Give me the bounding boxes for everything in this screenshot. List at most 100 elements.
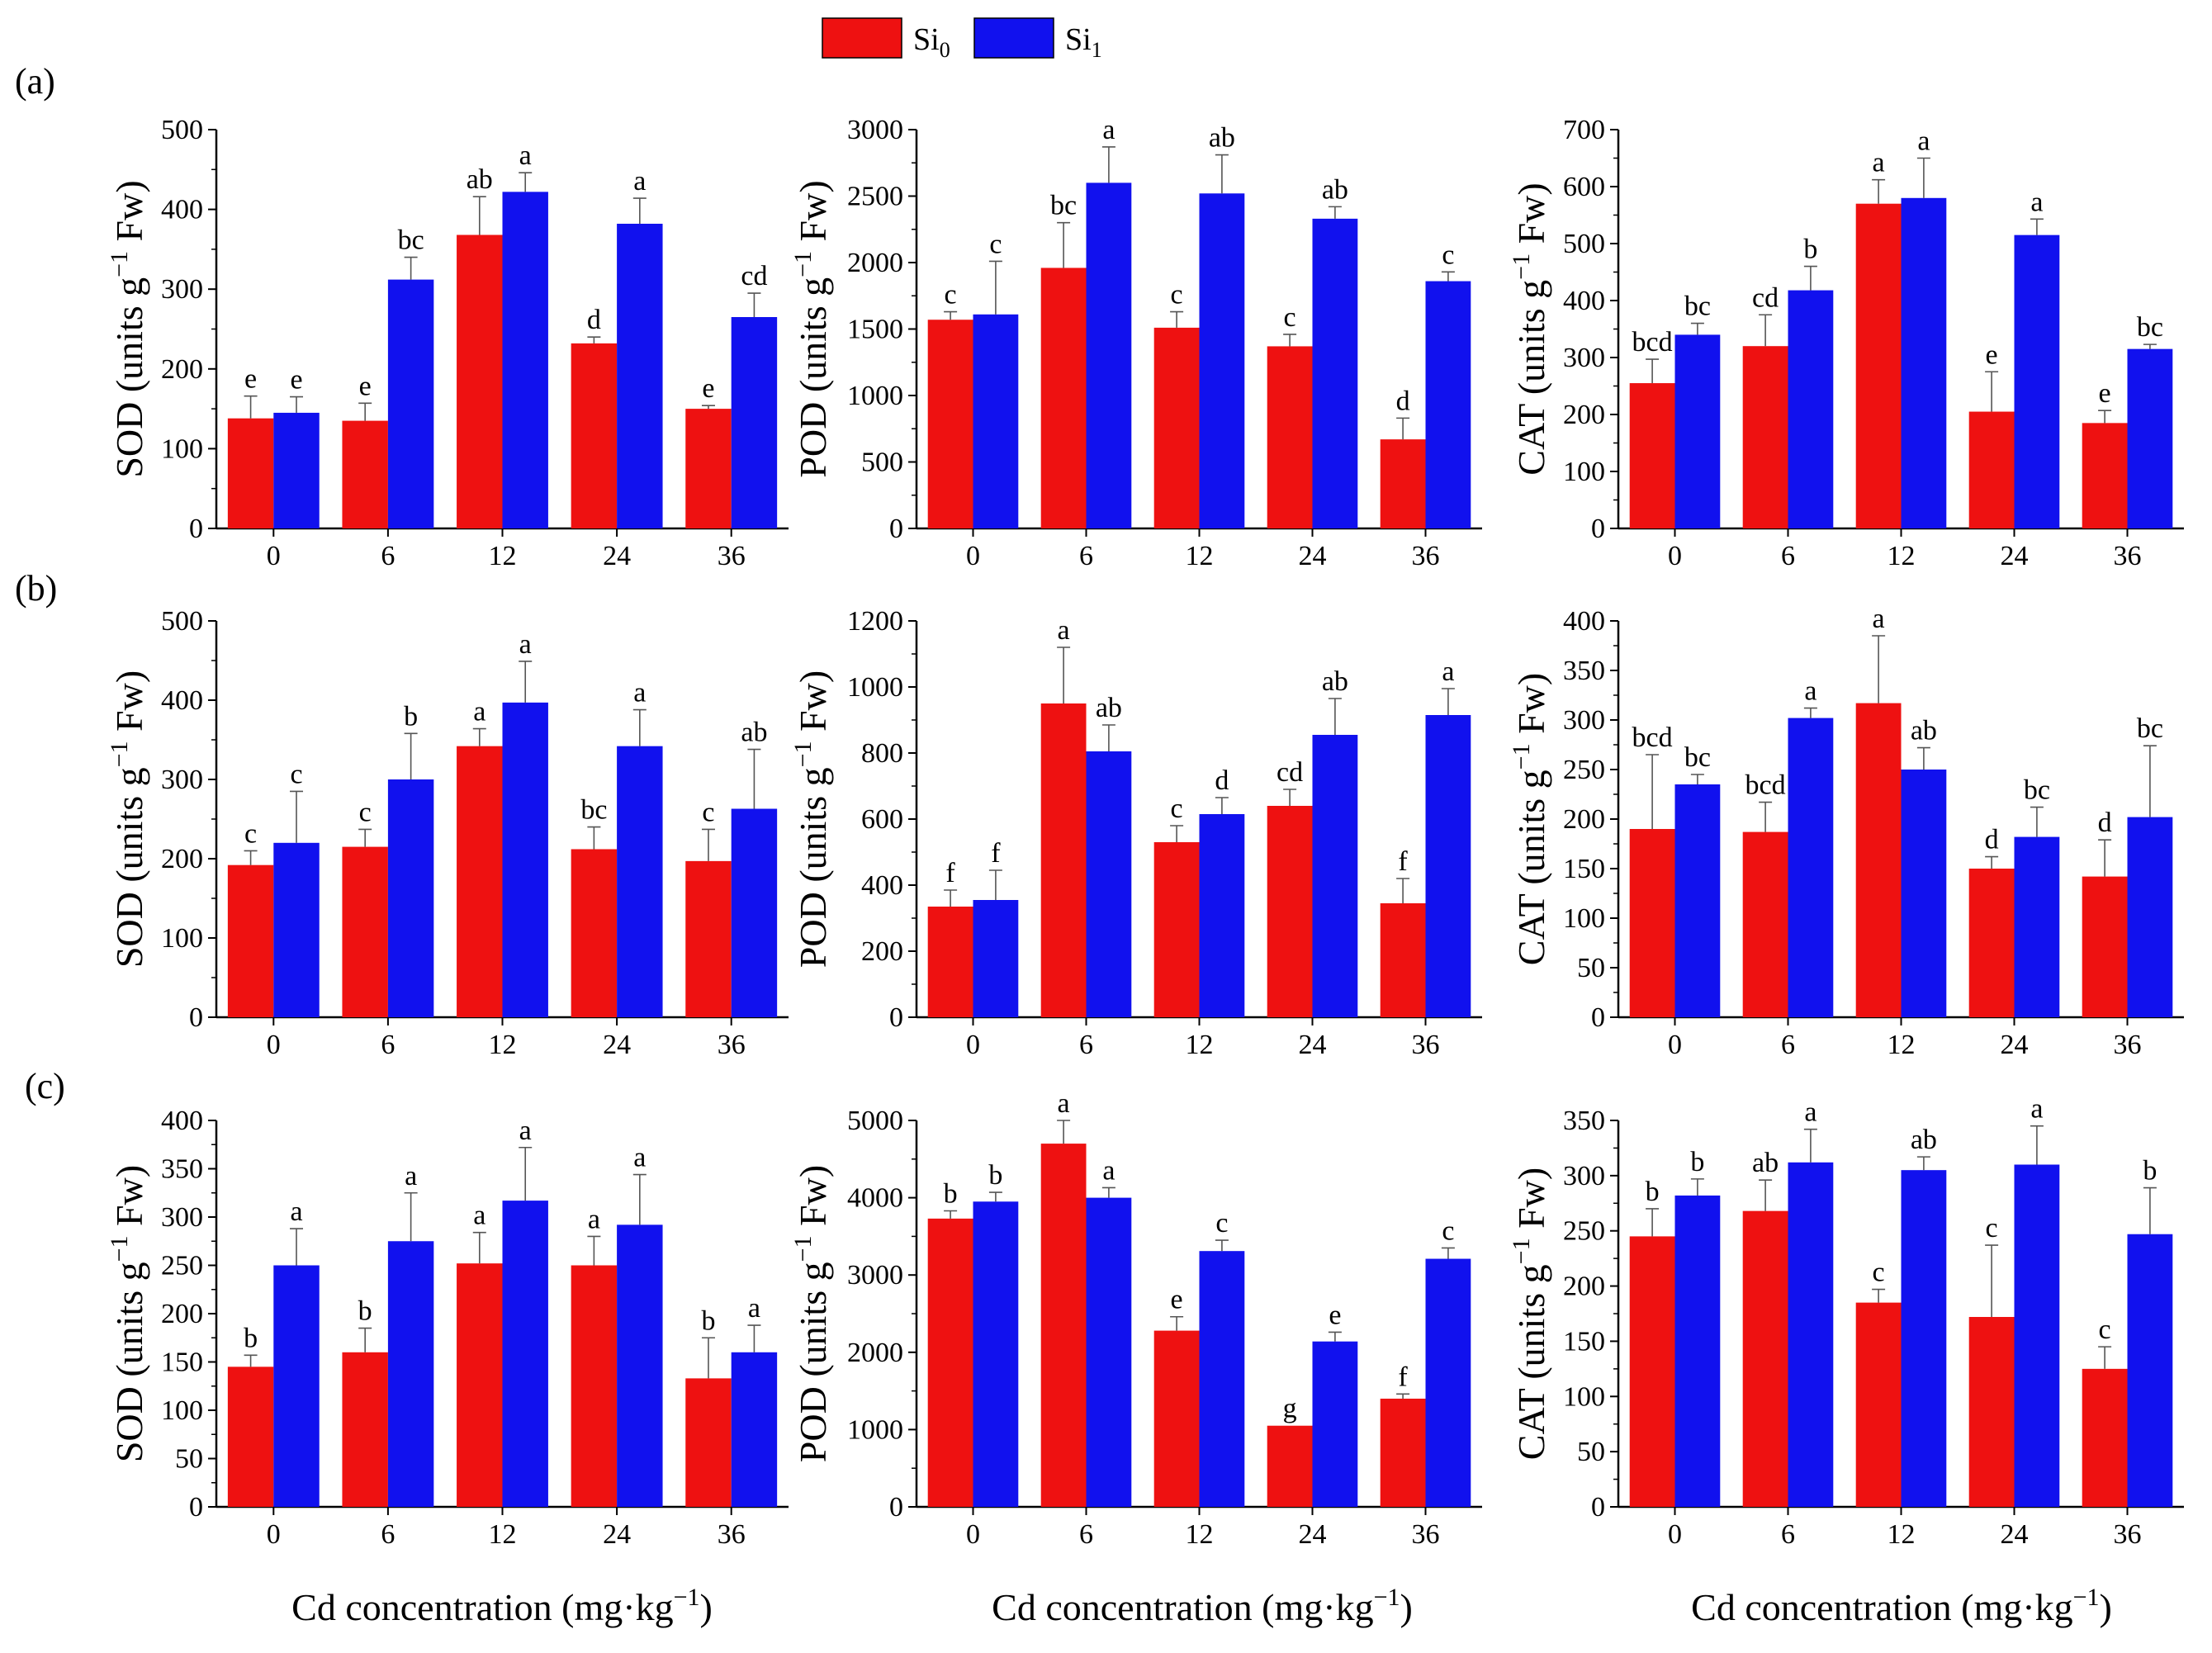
bar-si0 — [457, 1263, 503, 1507]
y-tick-label: 100 — [1563, 903, 1605, 934]
bar-si1 — [2127, 1234, 2173, 1507]
bar-si1 — [273, 1265, 320, 1507]
y-axis-title: CAT (units g−1 Fw) — [1508, 1168, 1552, 1460]
y-axis-title: CAT (units g−1 Fw) — [1508, 182, 1552, 475]
y-tick-label: 500 — [161, 606, 203, 637]
bar-si0 — [685, 1378, 732, 1507]
y-tick-label: 150 — [161, 1348, 203, 1378]
significance-letter: b — [1690, 1147, 1704, 1177]
chart-1-cat: 0 100 200 300 400 500 600 700 CAT (units g−1 Fw)… — [1508, 115, 2184, 571]
x-tick-label: 6 — [381, 1030, 395, 1060]
significance-letter: c — [1215, 1208, 1228, 1239]
significance-letter: a — [473, 697, 486, 727]
y-tick-label: 200 — [161, 1299, 203, 1329]
y-tick-label: 500 — [1563, 229, 1605, 259]
bar-si1 — [502, 1201, 548, 1507]
x-tick-label: 0 — [267, 541, 281, 571]
x-tick-label: 12 — [489, 541, 517, 571]
significance-letter: c — [1171, 280, 1183, 310]
significance-letter: e — [244, 364, 257, 395]
x-tick-label: 0 — [966, 1519, 980, 1550]
bar-si0 — [1380, 903, 1426, 1017]
significance-letter: c — [989, 229, 1002, 259]
panel-label-c: (c) — [25, 1066, 65, 1106]
significance-letter: a — [633, 166, 646, 197]
significance-letter: a — [1873, 604, 1885, 634]
significance-letter: c — [1442, 239, 1454, 270]
bar-si0 — [1267, 346, 1313, 528]
bar-si0 — [685, 409, 732, 528]
y-tick-label: 1000 — [847, 672, 903, 703]
y-tick-label: 0 — [1591, 1002, 1605, 1033]
bar-si1 — [1788, 290, 1834, 528]
bar-si0 — [571, 849, 618, 1017]
chart-2-sod: 0 100 200 300 400 500 SOD (units g−1 Fw) 0 c c 6 c b… — [106, 606, 789, 1060]
y-tick-label: 600 — [861, 804, 903, 835]
y-tick-label: 0 — [189, 514, 203, 544]
bar-si1 — [1199, 814, 1245, 1017]
significance-letter: d — [1215, 765, 1229, 796]
bar-si1 — [273, 842, 320, 1017]
significance-letter: ab — [1096, 693, 1122, 723]
significance-letter: b — [358, 1296, 372, 1327]
bar-si1 — [387, 1241, 434, 1507]
x-tick-label: 0 — [1668, 1519, 1682, 1550]
bar-si0 — [1629, 1236, 1675, 1507]
x-tick-label: 36 — [718, 1030, 746, 1060]
panel-label-b: (b) — [15, 568, 57, 609]
y-tick-label: 300 — [161, 765, 203, 795]
x-tick-label: 36 — [718, 1519, 746, 1550]
significance-letter: bc — [1684, 291, 1711, 322]
y-tick-label: 1000 — [847, 1414, 903, 1445]
significance-letter: bcd — [1745, 770, 1786, 801]
bar-si0 — [1968, 411, 2015, 528]
significance-letter: a — [1442, 656, 1454, 687]
bar-si1 — [617, 223, 663, 528]
y-tick-label: 2000 — [847, 1338, 903, 1368]
significance-letter: bc — [2024, 775, 2050, 806]
y-tick-label: 50 — [1577, 953, 1605, 983]
bar-si0 — [457, 234, 503, 528]
y-tick-label: 1200 — [847, 606, 903, 637]
y-tick-label: 200 — [161, 354, 203, 385]
significance-letter: e — [1171, 1285, 1183, 1315]
y-tick-label: 0 — [889, 514, 903, 544]
bar-si0 — [342, 1352, 388, 1507]
significance-letter: a — [2030, 187, 2043, 217]
y-tick-label: 0 — [1591, 1492, 1605, 1523]
y-tick-label: 700 — [1563, 115, 1605, 145]
significance-letter: a — [1102, 1155, 1115, 1186]
bar-si1 — [973, 1201, 1019, 1507]
y-tick-label: 350 — [1563, 1106, 1605, 1136]
significance-letter: b — [2143, 1156, 2157, 1186]
bar-si1 — [387, 779, 434, 1017]
legend-label-si1: Si1 — [1065, 22, 1102, 62]
y-axis-title: POD (units g−1 Fw) — [789, 180, 834, 477]
y-tick-label: 100 — [1563, 457, 1605, 487]
significance-letter: cd — [741, 261, 767, 291]
bar-si1 — [502, 192, 548, 528]
significance-letter: b — [404, 701, 418, 732]
significance-letter: bcd — [1632, 722, 1673, 753]
significance-letter: a — [633, 1143, 646, 1173]
bar-si0 — [1742, 346, 1788, 528]
bar-si1 — [1312, 1341, 1358, 1507]
bar-si1 — [502, 702, 548, 1017]
legend-label-si0: Si0 — [913, 22, 950, 62]
y-axis-title: SOD (units g−1 Fw) — [106, 670, 150, 968]
x-tick-label: 0 — [267, 1519, 281, 1550]
significance-letter: b — [244, 1323, 258, 1353]
bar-si1 — [2014, 836, 2060, 1017]
y-tick-label: 50 — [175, 1444, 203, 1475]
y-tick-label: 200 — [1563, 804, 1605, 835]
y-tick-label: 2000 — [847, 248, 903, 278]
significance-letter: c — [702, 797, 714, 827]
y-tick-label: 100 — [161, 923, 203, 954]
legend-swatch-si0 — [822, 17, 902, 59]
x-tick-label: 24 — [2001, 1519, 2029, 1550]
y-tick-label: 200 — [861, 936, 903, 967]
bar-si0 — [227, 1366, 274, 1507]
significance-letter: c — [359, 797, 372, 827]
significance-letter: d — [2098, 808, 2112, 838]
x-tick-label: 36 — [1412, 541, 1440, 571]
